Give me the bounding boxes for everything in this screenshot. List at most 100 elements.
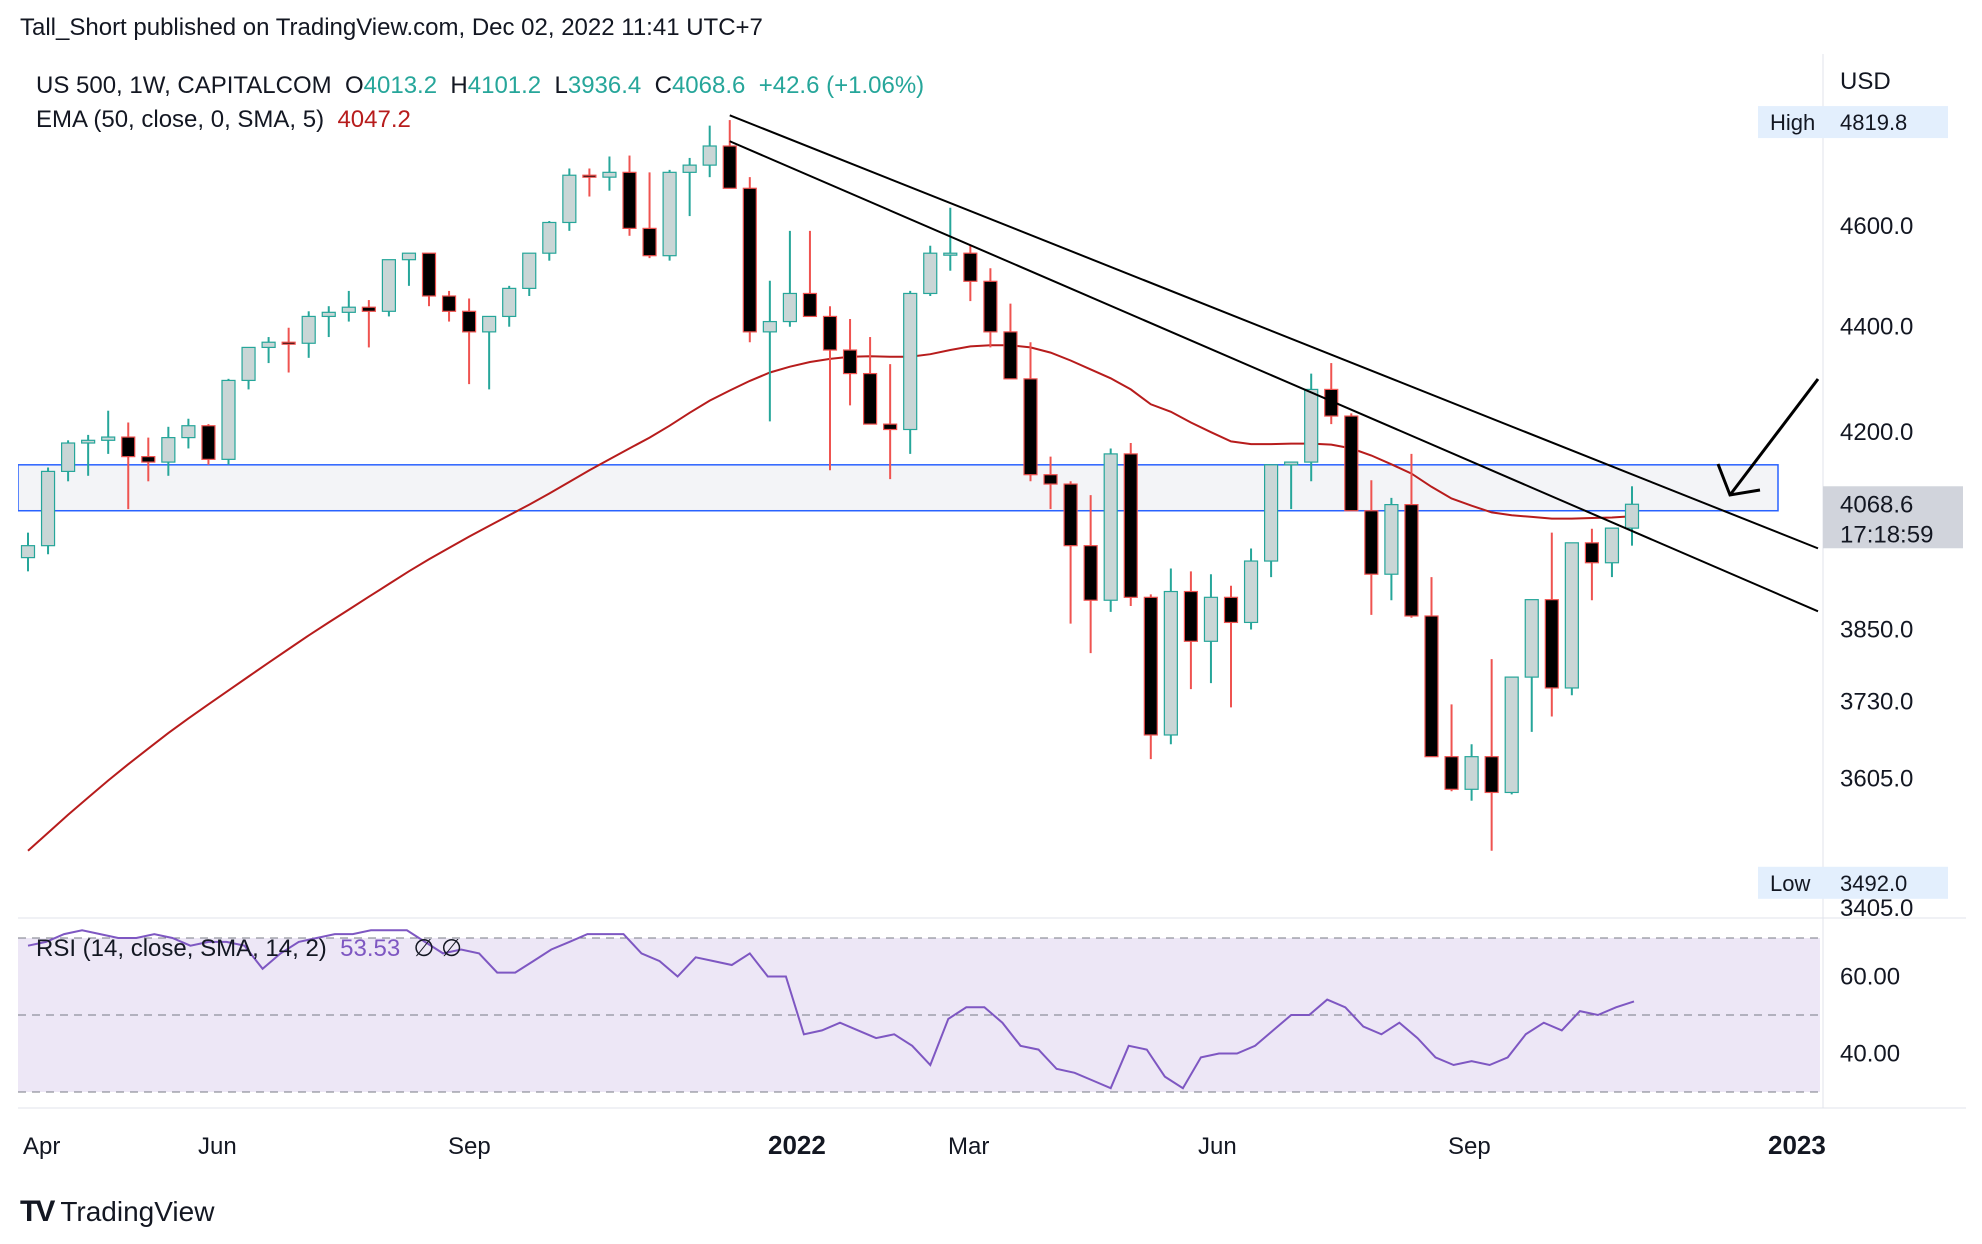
candle-body [301,315,316,344]
candle-body [1404,504,1419,617]
candle-body [522,252,537,289]
candle-body [502,287,517,318]
candle-body [1003,331,1018,380]
candle-body [1304,388,1319,463]
candle-body [101,436,116,441]
candle-body [1023,378,1038,476]
trendline [729,114,1819,550]
candle-body [602,171,617,178]
low-label: L [554,72,568,99]
high-marker-bg [1758,106,1948,139]
candle-body [441,295,457,312]
candle-body [1444,756,1459,790]
price-axis-tick: 3605.0 [1840,766,1913,793]
low-marker-label: Low [1770,871,1810,896]
close-value: 4068.6 [671,72,746,99]
candle-body [802,292,818,318]
candle-body [1484,756,1499,794]
time-axis-label: Mar [948,1133,989,1160]
symbol-label: US 500, 1W, CAPITALCOM [36,72,332,99]
time-axis-label: Apr [23,1133,60,1160]
candle-body [1424,615,1439,758]
time-axis-label: Jun [198,1133,237,1160]
candle-body [1604,527,1620,564]
low-value: 3936.4 [567,72,642,99]
candle-body [1324,388,1339,417]
high-label: H [450,72,468,99]
time-axis-label: Sep [448,1133,491,1160]
tradingview-brand: TradingView [60,1196,215,1227]
candle-body [782,292,798,323]
candle-body [1083,545,1098,601]
change-value: +42.6 (+1.06%) [758,72,925,99]
footer: TV TradingView [20,1195,214,1229]
candle-body [1243,560,1259,624]
candle-body [883,423,898,431]
low-marker-value: 3492.0 [1840,871,1907,896]
rsi-axis-tick: 60.00 [1840,964,1900,991]
high-value: 4101.2 [467,72,542,99]
candle-body [762,320,777,333]
ema-label: EMA (50, close, 0, SMA, 5) [36,106,325,133]
price-legend: US 500, 1W, CAPITALCOM O4013.2 H4101.2 L… [36,72,924,100]
candle-body [1364,510,1379,575]
candle-body [842,349,858,375]
candle-body [1263,464,1279,562]
candle-body [1524,599,1539,678]
candle-body [1544,599,1559,689]
candle-body [421,252,437,297]
rsi-layer [18,929,1820,1093]
ema-value: 4047.2 [337,106,411,133]
chart-background [18,54,1966,1109]
candle-body [361,306,376,312]
candle-body [321,311,336,318]
candle-body [462,310,477,333]
candle-body [662,171,677,257]
candle-body [221,379,236,460]
time-axis-label: Sep [1448,1133,1491,1160]
candle-body [862,372,878,425]
rsi-label: RSI (14, close, SMA, 14, 2) [36,935,327,962]
last-price-value: 4068.6 [1840,491,1913,518]
candle-body [642,227,657,257]
candle-body [1584,542,1600,564]
candle-body [20,545,36,559]
candle-body [60,442,76,473]
rsi-na: ∅ ∅ [413,935,463,962]
candle-body [121,436,136,458]
candle-body [702,145,717,166]
candle-body [81,439,96,444]
trendline [729,140,1819,613]
candle-body [582,174,597,178]
low-marker-bg [1758,866,1948,899]
candle-body [622,171,637,229]
tradingview-logo: TV [20,1195,55,1228]
price-axis-tick: 4200.0 [1840,419,1913,446]
candle-body [241,346,256,382]
time-axis-label: 2022 [768,1130,826,1160]
candle-body [562,174,577,224]
rsi-axis-tick: 40.00 [1840,1041,1900,1068]
candle-body [1163,590,1178,736]
candle-body [943,252,958,256]
candle-body [1143,596,1158,736]
candle-body [1043,474,1058,485]
time-axis-label: 2023 [1768,1130,1826,1160]
candle-body [903,292,918,431]
chart-frame[interactable]: USD 4600.0 4400.0 4200.0 3850.0 3730.0 3605.0 3… [18,54,1966,1184]
candle-body [401,252,417,261]
candle-body [201,425,216,460]
candle-body [1384,504,1399,575]
candle-body [1344,415,1359,512]
time-axis-label: Jun [1198,1133,1237,1160]
price-axis-tick: 4600.0 [1840,213,1913,240]
price-axis-tick: 3405.0 [1840,895,1913,922]
close-label: C [654,72,672,99]
candle-body [923,252,938,295]
candle-body [963,252,978,282]
chart-canvas[interactable]: USD 4600.0 4400.0 4200.0 3850.0 3730.0 3605.0 3… [18,54,1966,1184]
publish-info: Tall_Short published on TradingView.com,… [20,14,763,41]
annotation-arrow [1728,378,1820,496]
candle-body [1504,676,1519,794]
price-axis-currency: USD [1840,68,1891,95]
